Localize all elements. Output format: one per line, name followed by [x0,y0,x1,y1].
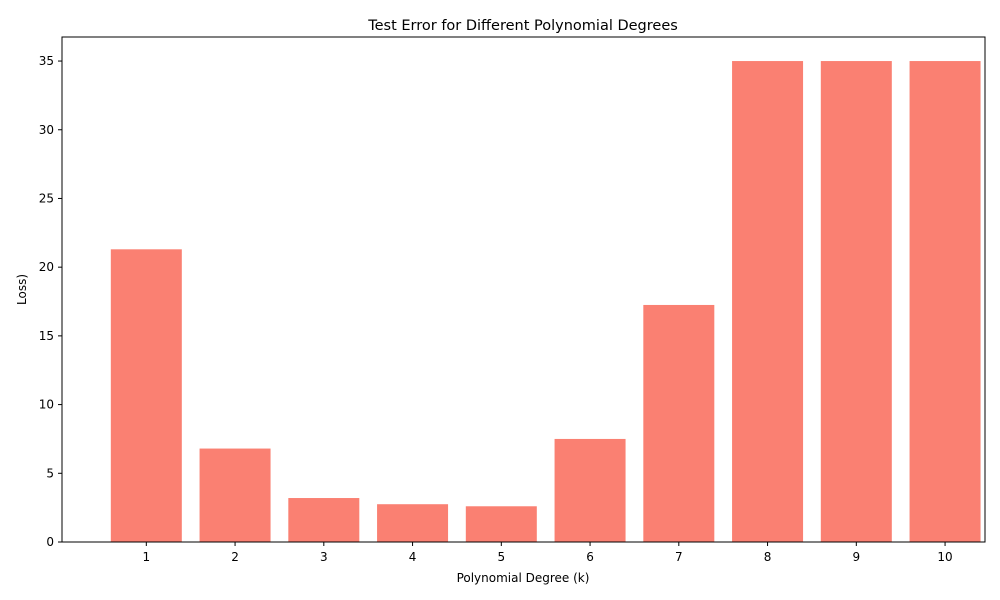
y-tick-label: 15 [39,329,54,343]
x-tick-label: 6 [586,550,594,564]
y-tick-label: 20 [39,260,54,274]
bar-degree-1 [110,249,182,542]
y-axis-label: Loss) [15,274,29,305]
plot-frame [61,36,986,543]
y-tick-label: 25 [39,191,54,205]
bar-degree-5 [465,506,537,542]
y-tick-label: 10 [39,398,54,412]
x-tick-label: 1 [142,550,150,564]
bar-degree-2 [199,448,271,542]
x-ticks: 1 2 3 4 5 6 7 8 9 10 [142,542,953,564]
y-tick-label: 35 [39,54,54,68]
bar-degree-10 [909,61,981,543]
chart-title: Test Error for Different Polynomial Degr… [367,18,678,34]
bar-degree-3 [288,498,360,542]
y-tick-label: 5 [46,466,54,480]
x-tick-label: 9 [852,550,860,564]
bars-group [110,61,981,543]
y-tick-label: 30 [39,123,54,137]
y-ticks: 0 5 10 15 20 25 30 35 [39,54,62,549]
x-tick-label: 5 [497,550,505,564]
x-tick-label: 7 [675,550,683,564]
bar-degree-6 [554,438,626,542]
x-axis-label: Polynomial Degree (k) [457,571,590,585]
bar-degree-4 [377,504,449,542]
x-tick-label: 8 [764,550,772,564]
x-tick-label: 10 [937,550,952,564]
bar-degree-8 [732,61,804,543]
x-tick-label: 2 [231,550,239,564]
bar-degree-7 [643,304,715,542]
bar-degree-9 [820,61,892,543]
x-tick-label: 3 [320,550,328,564]
x-tick-label: 4 [409,550,417,564]
y-tick-label: 0 [46,535,54,549]
